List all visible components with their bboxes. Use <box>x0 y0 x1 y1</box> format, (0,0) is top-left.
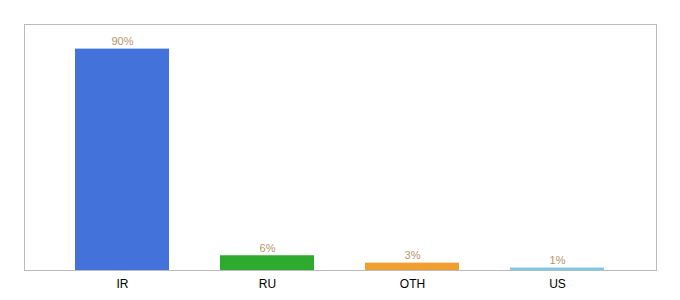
svg-text:OTH: OTH <box>400 277 425 291</box>
svg-text:1%: 1% <box>550 254 566 266</box>
svg-text:IR: IR <box>117 277 129 291</box>
svg-text:90%: 90% <box>111 35 133 47</box>
svg-text:US: US <box>549 277 566 291</box>
svg-text:6%: 6% <box>260 242 276 254</box>
svg-text:3%: 3% <box>405 249 421 261</box>
svg-text:RU: RU <box>259 277 276 291</box>
